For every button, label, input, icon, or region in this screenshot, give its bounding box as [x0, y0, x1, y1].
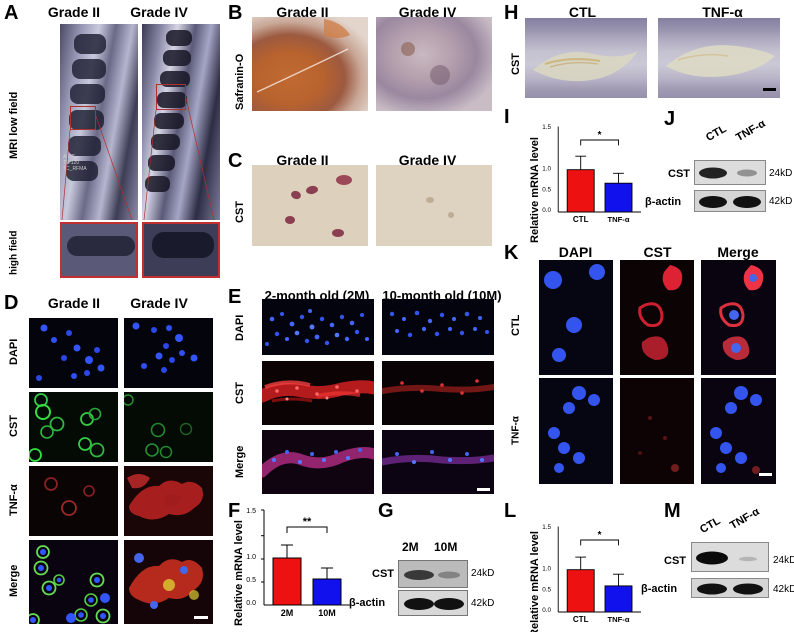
svg-text:10M: 10M: [318, 608, 336, 618]
svg-text:**: **: [303, 516, 312, 528]
svg-text:2M: 2M: [281, 608, 294, 618]
svg-text:*: *: [598, 530, 602, 541]
svg-text:CTL: CTL: [573, 215, 589, 224]
svg-text:1.0: 1.0: [542, 566, 551, 573]
svg-text:1.0: 1.0: [542, 166, 551, 173]
svg-text:1.0: 1.0: [246, 554, 256, 561]
svg-text:1.5: 1.5: [246, 508, 256, 515]
svg-text:1.5: 1.5: [542, 524, 551, 531]
svg-text:*: *: [598, 130, 602, 141]
svg-text:TNF-α: TNF-α: [607, 215, 629, 224]
svg-text:TNF-α: TNF-α: [607, 615, 629, 624]
svg-text:0.5: 0.5: [542, 186, 551, 193]
svg-text:0.0: 0.0: [542, 607, 551, 614]
svg-text:0.0: 0.0: [246, 600, 256, 607]
svg-text:0.5: 0.5: [246, 577, 256, 584]
svg-text:CTL: CTL: [573, 615, 589, 624]
svg-text:0.5: 0.5: [542, 586, 551, 593]
svg-text:1.5: 1.5: [542, 124, 551, 131]
svg-text:0.0: 0.0: [542, 207, 551, 214]
